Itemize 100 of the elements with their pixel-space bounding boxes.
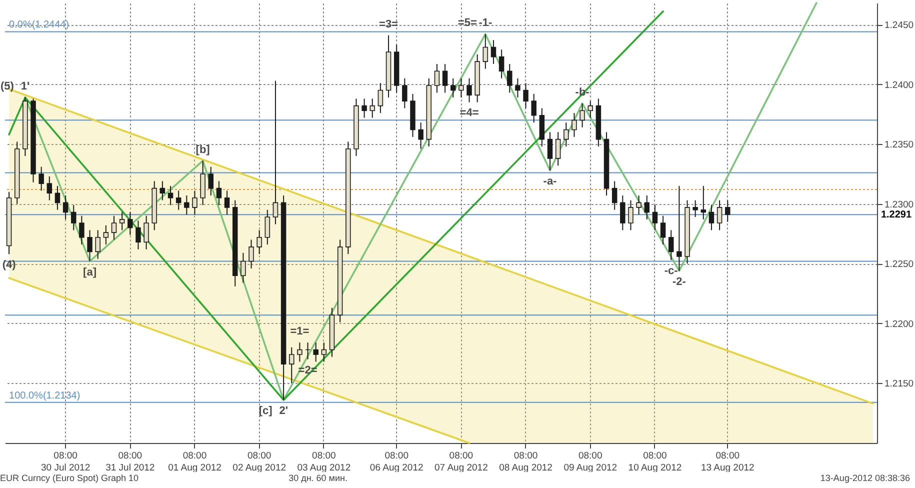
candlestick [523,82,528,109]
annotation: -a- [543,175,558,188]
candlestick [54,185,60,210]
candlestick [79,215,84,246]
y-tick-label: 1.2250 [884,259,914,270]
annotation: 1' [20,80,30,92]
annotation: =1= [290,326,310,338]
candlestick [62,195,68,220]
candlestick [184,195,190,216]
candlestick [700,185,706,220]
annotation: =3= [379,18,398,30]
candlestick [498,49,504,79]
y-tick-label: 1.2150 [884,378,914,390]
candlestick [176,190,182,210]
candlestick [652,204,658,231]
candlestick [692,200,698,218]
candlestick [264,209,270,246]
candlestick [46,176,52,201]
candlestick [272,80,278,225]
candlestick [564,122,569,147]
candlestick [458,78,464,98]
candlestick [418,122,424,150]
candlestick [111,215,117,240]
candlestick [38,166,44,192]
candlestick [95,230,100,260]
annotation: -1- [478,17,492,30]
candlestick [248,239,254,269]
candlestick [103,224,109,246]
text: EUR Curncy (Euro Spot) Graph 10 [0,473,139,483]
annotation: =4= [460,107,479,120]
candlestick [87,230,92,262]
candlestick [507,63,512,94]
candlestick [482,34,488,70]
annotation: 100.0%(1.2134) [9,390,80,402]
candlestick [725,200,730,222]
candlestick [531,93,536,124]
candlestick [588,100,593,118]
ref-line-label: 1.2291 [880,210,912,221]
candlestick [362,98,367,118]
candlestick [636,195,642,216]
y-tick-label: 1.2350 [884,140,914,151]
annotation: (4) [2,259,16,272]
candlestick [716,200,722,231]
text: 30 дн. 60 мин. [288,473,348,483]
candlestick [668,230,674,261]
candlestick [490,40,496,64]
candlestick [628,200,634,231]
text: 13-Aug-2012 08:38:36 [820,473,910,483]
annotation: [c] [258,404,273,417]
candlestick [208,166,214,196]
candlestick [450,78,456,98]
candlestick [144,215,149,250]
annotation: -2- [672,276,686,288]
candlestick [676,185,682,272]
annotation: 0.0%(1.2444) [9,20,70,31]
candlestick [256,230,262,255]
x-tick-label: 08:00 31 Jul 2012 [106,450,155,474]
candlestick [547,132,553,171]
candlestick [192,190,198,216]
annotation: (5) [0,80,14,92]
candlestick [378,82,384,114]
candlestick [466,78,472,103]
candlestick [289,346,294,384]
candlestick [572,112,577,138]
candlestick [434,63,440,94]
candlestick [119,212,125,231]
candlestick [539,108,545,147]
candlestick [644,195,650,220]
candlestick [708,204,714,231]
candlestick [136,220,141,250]
candlestick [612,180,618,210]
candlestick [297,342,302,362]
candlestick [160,180,166,201]
candlestick [660,215,666,246]
candlestick [216,180,222,206]
candlestick [555,132,561,166]
candlestick [168,185,174,206]
candlestick [442,63,448,94]
y-tick-label: 1.2200 [884,318,914,330]
candlestick [620,195,626,231]
annotation: =5= [458,17,477,30]
annotation: 2' [279,404,288,417]
y-tick-label: 1.2450 [884,20,914,32]
annotation: -c- [664,265,678,278]
x-tick-label: 08:00 30 Jul 2012 [40,450,90,474]
y-tick-label: 1.2300 [884,199,914,210]
annotation: [a] [83,266,97,278]
candlestick [515,78,520,98]
candlestick [71,204,76,231]
candlestick [200,160,206,206]
candlestick [370,98,375,118]
candlestick [240,252,246,284]
candlestick [313,342,318,362]
y-tick-label: 1.2400 [884,80,914,91]
candlestick [580,102,585,128]
annotation: [b] [196,144,210,156]
candlestick [402,78,408,109]
candlestick [321,342,327,362]
candlestick [224,190,230,216]
candlestick [128,212,133,236]
